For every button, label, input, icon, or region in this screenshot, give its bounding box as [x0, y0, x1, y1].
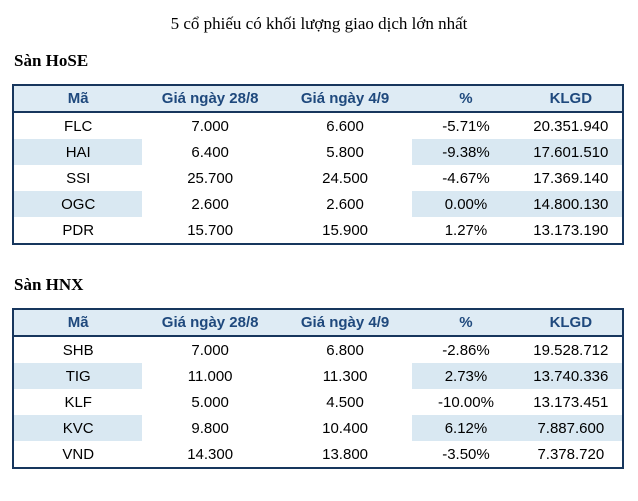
price-4-9: 6.800 — [277, 336, 413, 363]
volume: 17.369.140 — [519, 165, 623, 191]
stock-code: SHB — [13, 336, 143, 363]
price-4-9: 2.600 — [277, 191, 413, 217]
price-4-9: 4.500 — [277, 389, 413, 415]
stock-code: OGC — [13, 191, 143, 217]
volume: 13.173.190 — [519, 217, 623, 244]
hose-table-body: FLC 7.000 6.600 -5.71% 20.351.940 HAI 6.400 5.8… — [13, 112, 623, 244]
price-28-8: 15.700 — [142, 217, 278, 244]
table-row: PDR 15.700 15.900 1.27% 13.173.190 — [13, 217, 623, 244]
table-row: SSI 25.700 24.500 -4.67% 17.369.140 — [13, 165, 623, 191]
percent-change: -4.67% — [412, 165, 520, 191]
section-label-hose: Sàn HoSE — [14, 51, 89, 70]
price-4-9: 6.600 — [277, 112, 413, 139]
price-4-9: 5.800 — [277, 139, 413, 165]
price-4-9: 24.500 — [277, 165, 413, 191]
page-title: 5 cổ phiếu có khối lượng giao dịch lớn n… — [170, 14, 468, 33]
price-28-8: 9.800 — [142, 415, 278, 441]
price-28-8: 2.600 — [142, 191, 278, 217]
price-4-9: 11.300 — [277, 363, 413, 389]
percent-change: 2.73% — [412, 363, 520, 389]
hnx-header-row: Mã Giá ngày 28/8 Giá ngày 4/9 % KLGD — [13, 309, 623, 337]
col-header-price-4-9: Giá ngày 4/9 — [277, 85, 413, 113]
price-28-8: 25.700 — [142, 165, 278, 191]
price-28-8: 5.000 — [142, 389, 278, 415]
section-label-hnx: Sàn HNX — [14, 275, 84, 294]
percent-change: -5.71% — [412, 112, 520, 139]
volume: 19.528.712 — [519, 336, 623, 363]
percent-change: 6.12% — [412, 415, 520, 441]
col-header-price-28-8: Giá ngày 28/8 — [142, 85, 278, 113]
stock-code: HAI — [13, 139, 143, 165]
volume: 7.378.720 — [519, 441, 623, 468]
price-28-8: 14.300 — [142, 441, 278, 468]
col-header-price-28-8: Giá ngày 28/8 — [142, 309, 278, 337]
price-4-9: 10.400 — [277, 415, 413, 441]
stock-code: KVC — [13, 415, 143, 441]
hnx-table-body: SHB 7.000 6.800 -2.86% 19.528.712 TIG 11.000 11… — [13, 336, 623, 468]
table-row: FLC 7.000 6.600 -5.71% 20.351.940 — [13, 112, 623, 139]
table-row: KLF 5.000 4.500 -10.00% 13.173.451 — [13, 389, 623, 415]
table-row: VND 14.300 13.800 -3.50% 7.378.720 — [13, 441, 623, 468]
volume: 7.887.600 — [519, 415, 623, 441]
hose-table: Mã Giá ngày 28/8 Giá ngày 4/9 % KLGD FLC… — [12, 84, 624, 245]
col-header-volume: KLGD — [519, 309, 623, 337]
percent-change: 1.27% — [412, 217, 520, 244]
table-row: OGC 2.600 2.600 0.00% 14.800.130 — [13, 191, 623, 217]
col-header-percent: % — [412, 309, 520, 337]
percent-change: -3.50% — [412, 441, 520, 468]
col-header-code: Mã — [13, 85, 143, 113]
table-row: KVC 9.800 10.400 6.12% 7.887.600 — [13, 415, 623, 441]
hnx-table: Mã Giá ngày 28/8 Giá ngày 4/9 % KLGD SHB… — [12, 308, 624, 469]
col-header-code: Mã — [13, 309, 143, 337]
stock-code: VND — [13, 441, 143, 468]
price-28-8: 7.000 — [142, 112, 278, 139]
col-header-volume: KLGD — [519, 85, 623, 113]
percent-change: -2.86% — [412, 336, 520, 363]
price-28-8: 6.400 — [142, 139, 278, 165]
table-row: TIG 11.000 11.300 2.73% 13.740.336 — [13, 363, 623, 389]
stock-code: FLC — [13, 112, 143, 139]
table-row: HAI 6.400 5.800 -9.38% 17.601.510 — [13, 139, 623, 165]
stock-code: SSI — [13, 165, 143, 191]
volume: 14.800.130 — [519, 191, 623, 217]
volume: 20.351.940 — [519, 112, 623, 139]
col-header-price-4-9: Giá ngày 4/9 — [277, 309, 413, 337]
percent-change: -10.00% — [412, 389, 520, 415]
volume: 17.601.510 — [519, 139, 623, 165]
table-row: SHB 7.000 6.800 -2.86% 19.528.712 — [13, 336, 623, 363]
stock-code: PDR — [13, 217, 143, 244]
stock-code: KLF — [13, 389, 143, 415]
page: 5 cổ phiếu có khối lượng giao dịch lớn n… — [12, 14, 624, 469]
volume: 13.173.451 — [519, 389, 623, 415]
percent-change: 0.00% — [412, 191, 520, 217]
price-28-8: 11.000 — [142, 363, 278, 389]
percent-change: -9.38% — [412, 139, 520, 165]
col-header-percent: % — [412, 85, 520, 113]
price-4-9: 15.900 — [277, 217, 413, 244]
price-4-9: 13.800 — [277, 441, 413, 468]
stock-code: TIG — [13, 363, 143, 389]
hose-header-row: Mã Giá ngày 28/8 Giá ngày 4/9 % KLGD — [13, 85, 623, 113]
price-28-8: 7.000 — [142, 336, 278, 363]
volume: 13.740.336 — [519, 363, 623, 389]
